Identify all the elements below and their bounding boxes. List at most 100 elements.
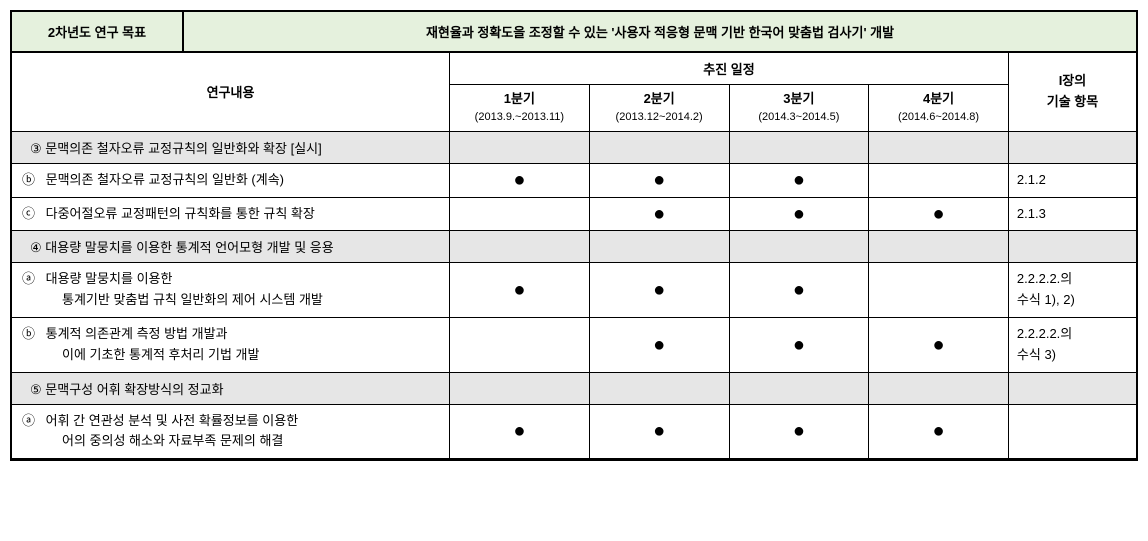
item-cell: 2.1.3 [1008, 197, 1136, 231]
dot-icon: ● [513, 420, 525, 442]
group-q-cell [589, 231, 729, 263]
group-q-cell [869, 131, 1009, 163]
q3-label: 3분기 [783, 91, 814, 106]
quarter-cell: ● [729, 263, 869, 318]
dot-icon: ● [653, 334, 665, 356]
group-text: 문맥의존 철자오류 교정규칙의 일반화와 확장 [실시] [45, 141, 321, 156]
dot-icon: ● [933, 420, 945, 442]
q1-label: 1분기 [504, 91, 535, 106]
sub-label-cell: ⓒ 다중어절오류 교정패턴의 규칙화를 통한 규칙 확장 [12, 197, 450, 231]
header-row-1: 연구내용 추진 일정 I장의 기술 항목 [12, 53, 1136, 85]
group-row: ④ 대용량 말뭉치를 이용한 통계적 언어모형 개발 및 응용 [12, 231, 1136, 263]
group-marker: ④ [30, 240, 42, 256]
q1-range: (2013.9.~2013.11) [475, 111, 564, 123]
group-item-cell [1008, 372, 1136, 404]
dot-icon: ● [653, 169, 665, 191]
q3-header: 3분기 (2014.3~2014.5) [729, 85, 869, 132]
q2-header: 2분기 (2013.12~2014.2) [589, 85, 729, 132]
dot-icon: ● [933, 203, 945, 225]
q3-range: (2014.3~2014.5) [758, 111, 839, 123]
sub-text: 대용량 말뭉치를 이용한 통계기반 맞춤법 규칙 일반화의 제어 시스템 개발 [46, 271, 323, 307]
dot-icon: ● [793, 334, 805, 356]
quarter-cell [450, 317, 590, 372]
dot-icon: ● [513, 169, 525, 191]
plan-tbody: ③ 문맥의존 철자오류 교정규칙의 일반화와 확장 [실시]ⓑ 문맥의존 철자오… [12, 131, 1136, 458]
group-q-cell [729, 231, 869, 263]
title-row: 2차년도 연구 목표 재현율과 정확도을 조정할 수 있는 '사용자 적응형 문… [12, 12, 1136, 53]
sub-label-cell: ⓑ 문맥의존 철자오류 교정규칙의 일반화 (계속) [12, 163, 450, 197]
sub-label-cell: ⓐ 대용량 말뭉치를 이용한 통계기반 맞춤법 규칙 일반화의 제어 시스템 개… [12, 263, 450, 318]
quarter-cell: ● [589, 197, 729, 231]
quarter-cell: ● [869, 404, 1009, 459]
quarter-cell: ● [869, 317, 1009, 372]
dot-icon: ● [513, 279, 525, 301]
dot-icon: ● [653, 203, 665, 225]
group-item-cell [1008, 131, 1136, 163]
q4-label: 4분기 [923, 91, 954, 106]
group-label-cell: ③ 문맥의존 철자오류 교정규칙의 일반화와 확장 [실시] [12, 131, 450, 163]
group-marker: ③ [30, 141, 42, 157]
q2-label: 2분기 [644, 91, 675, 106]
quarter-cell [450, 197, 590, 231]
col-schedule-header: 추진 일정 [450, 53, 1009, 85]
item-cell: 2.2.2.2.의 수식 1), 2) [1008, 263, 1136, 318]
q4-range: (2014.6~2014.8) [898, 111, 979, 123]
sub-label-cell: ⓑ 통계적 의존관계 측정 방법 개발과 이에 기초한 통계적 후처리 기법 개… [12, 317, 450, 372]
group-item-cell [1008, 231, 1136, 263]
sub-row: ⓑ 문맥의존 철자오류 교정규칙의 일반화 (계속)●●●2.1.2 [12, 163, 1136, 197]
dot-icon: ● [933, 334, 945, 356]
q2-range: (2013.12~2014.2) [616, 111, 703, 123]
sub-text: 다중어절오류 교정패턴의 규칙화를 통한 규칙 확장 [46, 206, 315, 221]
group-row: ③ 문맥의존 철자오류 교정규칙의 일반화와 확장 [실시] [12, 131, 1136, 163]
group-q-cell [869, 231, 1009, 263]
dot-icon: ● [793, 279, 805, 301]
research-plan-table: 2차년도 연구 목표 재현율과 정확도을 조정할 수 있는 '사용자 적응형 문… [10, 10, 1138, 461]
dot-icon: ● [793, 169, 805, 191]
quarter-cell: ● [589, 163, 729, 197]
group-q-cell [729, 372, 869, 404]
sub-row: ⓐ 대용량 말뭉치를 이용한 통계기반 맞춤법 규칙 일반화의 제어 시스템 개… [12, 263, 1136, 318]
quarter-cell: ● [589, 263, 729, 318]
group-marker: ⑤ [30, 382, 42, 398]
group-text: 문맥구성 어휘 확장방식의 정교화 [45, 382, 223, 397]
group-q-cell [450, 131, 590, 163]
q4-header: 4분기 (2014.6~2014.8) [869, 85, 1009, 132]
sub-text: 어휘 간 연관성 분석 및 사전 확률정보를 이용한 어의 중의성 해소와 자료… [46, 413, 299, 449]
plan-table: 연구내용 추진 일정 I장의 기술 항목 1분기 (2013.9.~2013.1… [12, 53, 1136, 459]
group-q-cell [589, 372, 729, 404]
sub-text: 통계적 의존관계 측정 방법 개발과 이에 기초한 통계적 후처리 기법 개발 [46, 326, 260, 362]
col-item-header: I장의 기술 항목 [1008, 53, 1136, 131]
dot-icon: ● [793, 203, 805, 225]
group-text: 대용량 말뭉치를 이용한 통계적 언어모형 개발 및 응용 [45, 240, 333, 255]
quarter-cell: ● [450, 163, 590, 197]
col-content-header: 연구내용 [12, 53, 450, 131]
sub-text: 문맥의존 철자오류 교정규칙의 일반화 (계속) [46, 172, 284, 187]
group-q-cell [729, 131, 869, 163]
sub-row: ⓐ 어휘 간 연관성 분석 및 사전 확률정보를 이용한 어의 중의성 해소와 … [12, 404, 1136, 459]
quarter-cell: ● [869, 197, 1009, 231]
quarter-cell: ● [729, 163, 869, 197]
quarter-cell: ● [589, 404, 729, 459]
sub-row: ⓒ 다중어절오류 교정패턴의 규칙화를 통한 규칙 확장 ● ● ● 2.1.3 [12, 197, 1136, 231]
dot-icon: ● [653, 279, 665, 301]
item-cell: 2.2.2.2.의 수식 3) [1008, 317, 1136, 372]
dot-icon: ● [793, 420, 805, 442]
quarter-cell [869, 263, 1009, 318]
group-q-cell [869, 372, 1009, 404]
quarter-cell: ● [450, 404, 590, 459]
item-cell [1008, 404, 1136, 459]
sub-label-cell: ⓐ 어휘 간 연관성 분석 및 사전 확률정보를 이용한 어의 중의성 해소와 … [12, 404, 450, 459]
q1-header: 1분기 (2013.9.~2013.11) [450, 85, 590, 132]
group-row: ⑤ 문맥구성 어휘 확장방식의 정교화 [12, 372, 1136, 404]
group-q-cell [589, 131, 729, 163]
group-q-cell [450, 372, 590, 404]
dot-icon: ● [653, 420, 665, 442]
quarter-cell: ● [450, 263, 590, 318]
title-left-cell: 2차년도 연구 목표 [12, 12, 184, 51]
quarter-cell: ● [729, 404, 869, 459]
group-label-cell: ④ 대용량 말뭉치를 이용한 통계적 언어모형 개발 및 응용 [12, 231, 450, 263]
quarter-cell: ● [729, 317, 869, 372]
title-right-cell: 재현율과 정확도을 조정할 수 있는 '사용자 적응형 문맥 기반 한국어 맞춤… [184, 12, 1136, 51]
quarter-cell: ● [589, 317, 729, 372]
group-q-cell [450, 231, 590, 263]
